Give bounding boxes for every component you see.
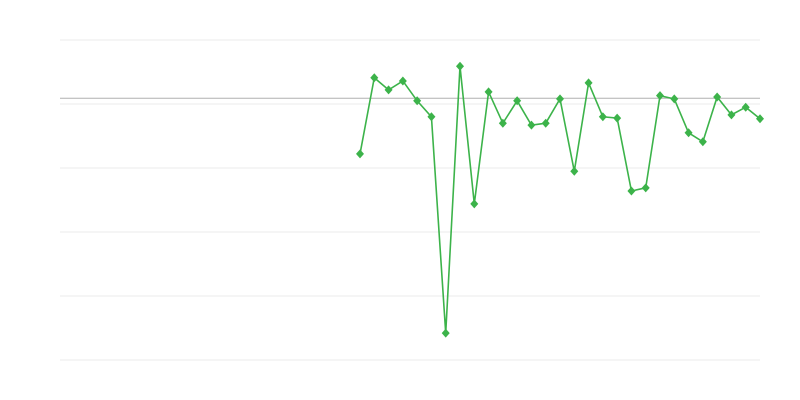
data-point [713,92,722,102]
data-point [398,76,407,86]
data-point [384,85,393,95]
data-point [756,114,764,124]
data-point [698,137,707,147]
data-point [656,91,664,101]
data-point [627,186,636,196]
series-line [359,66,761,334]
data-point [598,112,607,122]
series-group [356,61,764,338]
data-point [470,199,479,209]
data-point [513,96,522,106]
data-point [670,94,679,104]
grid [60,39,760,361]
data-point [684,128,693,138]
data-point [498,118,507,128]
data-point [441,328,450,338]
data-point [584,78,593,88]
data-point [456,61,464,71]
data-point [570,166,579,176]
data-point [741,102,750,112]
data-point [356,149,364,159]
data-point [556,94,564,104]
data-point [613,113,622,123]
data-point [727,110,736,120]
data-point [370,73,379,83]
data-point [527,120,536,130]
data-point [427,112,436,122]
data-point [541,118,550,128]
data-point [641,183,650,193]
data-point [484,87,493,97]
data-point [413,96,422,106]
